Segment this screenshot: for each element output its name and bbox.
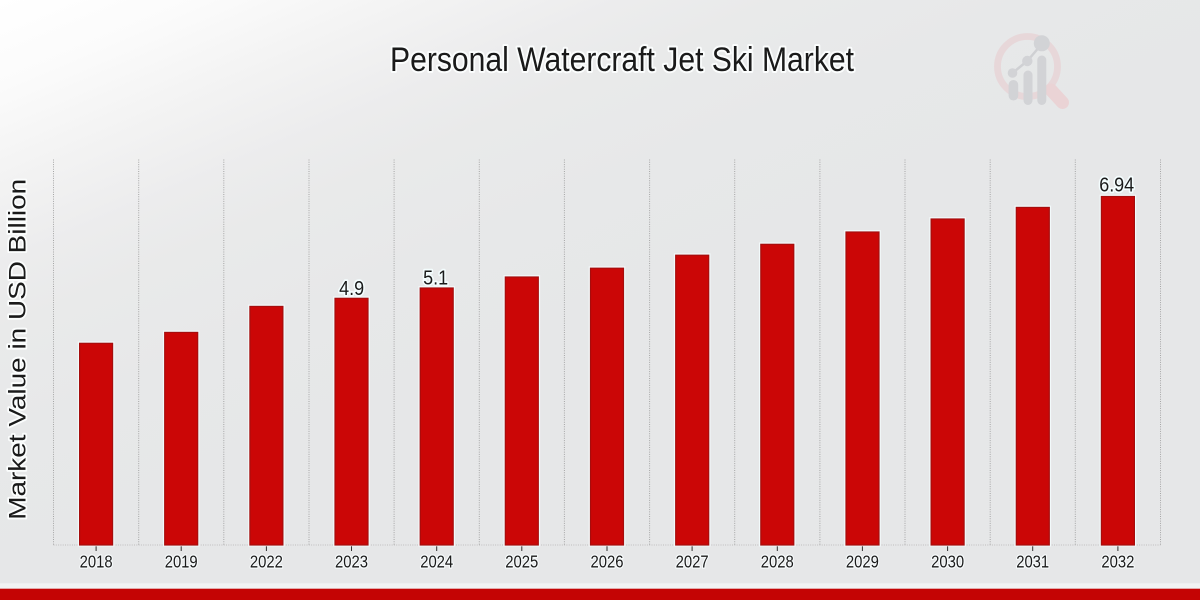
- svg-text:4.9: 4.9: [339, 277, 364, 300]
- svg-text:2023: 2023: [335, 552, 368, 572]
- svg-text:2022: 2022: [250, 552, 283, 572]
- svg-text:2024: 2024: [420, 552, 453, 572]
- svg-text:2019: 2019: [165, 552, 198, 572]
- svg-text:2032: 2032: [1101, 552, 1134, 572]
- svg-text:Market Value in USD Billion: Market Value in USD Billion: [5, 179, 32, 520]
- svg-text:2029: 2029: [846, 552, 879, 572]
- svg-text:2028: 2028: [761, 552, 794, 572]
- svg-text:2030: 2030: [931, 552, 964, 572]
- svg-text:2025: 2025: [505, 552, 538, 572]
- svg-text:2031: 2031: [1016, 552, 1049, 572]
- svg-text:Personal Watercraft Jet Ski Ma: Personal Watercraft Jet Ski Market: [390, 41, 854, 79]
- svg-text:2018: 2018: [80, 552, 113, 572]
- svg-text:2027: 2027: [676, 552, 709, 572]
- svg-text:6.94: 6.94: [1099, 174, 1134, 197]
- svg-text:2026: 2026: [591, 552, 624, 572]
- svg-text:5.1: 5.1: [423, 267, 448, 290]
